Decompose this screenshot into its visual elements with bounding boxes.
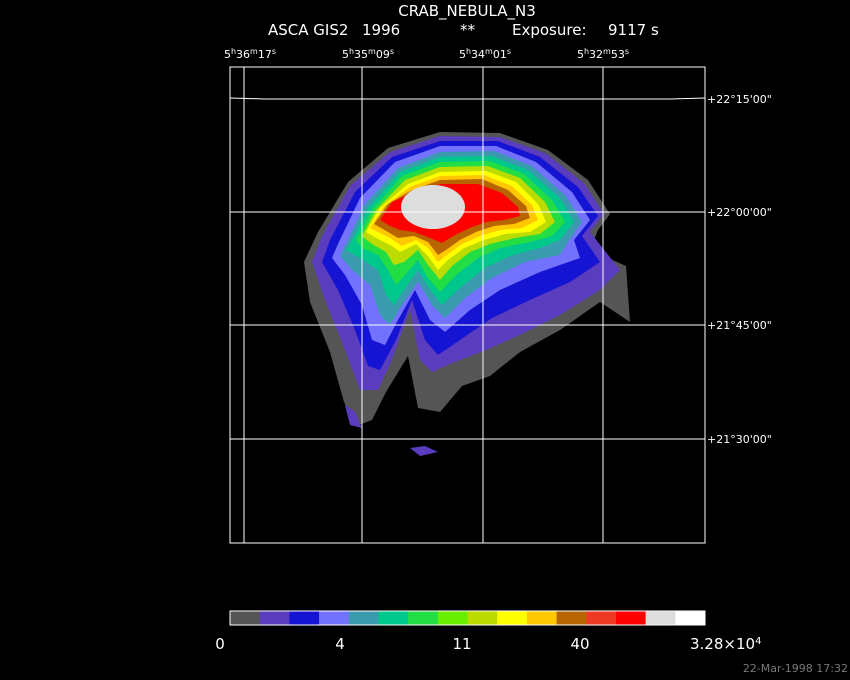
value: 5 [342,48,349,61]
unit: m [603,47,611,56]
colorbar-label: 4 [335,635,345,653]
fragment [410,446,438,456]
dec-labels: +22°15'00" +22°00'00" +21°45'00" +21°30'00" [707,93,772,446]
colorbar-cell [259,611,290,625]
unit: h [231,47,236,56]
colorbar-label: 0 [215,635,225,653]
colorbar-cell [615,611,647,625]
value: 01 [493,48,507,61]
exponent: 4 [755,636,761,647]
unit: s [390,47,394,56]
ra-label: 5h32m53s [577,47,629,62]
grid-line [229,97,706,100]
dec-label: +22°15'00" [707,93,772,106]
fragment [345,405,362,428]
ra-label: 5h35m09s [342,47,394,62]
colorbar-cell [230,611,261,625]
unit: h [349,47,354,56]
value: 09 [376,48,390,61]
ra-labels: 5h36m17s 5h35m09s 5h34m01s 5h32m53s [224,47,629,62]
frame [229,66,706,544]
instrument: ASCA GIS2 [268,21,348,39]
year: 1996 [362,21,400,39]
colorbar-cell [467,611,498,625]
dec-label: +22°00'00" [707,206,772,219]
unit: m [485,47,493,56]
unit: m [368,47,376,56]
colorbar-cell [289,611,320,625]
colorbar-label: 40 [570,635,589,653]
colorbar-cell [348,611,379,625]
colorbar-cell [378,611,409,625]
mantissa: 3.28×10 [690,635,755,653]
unit: s [507,47,511,56]
unit: h [466,47,471,56]
flag: ** [460,21,476,39]
unit: s [625,47,629,56]
dec-label: +21°45'00" [707,319,772,332]
grid [229,66,706,544]
unit: m [250,47,258,56]
dec-label: +21°30'00" [707,433,772,446]
exposure-label: Exposure: [512,21,587,39]
colorbar-frame [229,610,706,626]
colorbar-label: 11 [452,635,471,653]
value: 53 [611,48,625,61]
unit: s [272,47,276,56]
value: 36 [236,48,250,61]
colorbar-cell [675,611,706,625]
colorbar-cell [556,611,587,625]
value: 5 [224,48,231,61]
value: 32 [589,48,603,61]
colorbar-cell [497,611,528,625]
unit: h [584,47,589,56]
colorbar-cell [319,611,350,625]
colorbar-cell [408,611,439,625]
colorbar-cell [437,611,468,625]
colorbar: 0 4 11 40 3.28×104 [215,610,761,653]
image [304,132,630,456]
title: CRAB_NEBULA_N3 [398,2,536,21]
ra-label: 5h34m01s [459,47,511,62]
value: 35 [354,48,368,61]
value: 5 [459,48,466,61]
colorbar-cell [645,611,676,625]
ra-label: 5h36m17s [224,47,276,62]
colorbar-cell [586,611,617,625]
date: 22-Mar-1998 17:32 [743,662,848,675]
value: 34 [471,48,485,61]
colorbar-cell [526,611,558,625]
exposure: 9117 s [608,21,659,39]
value: 5 [577,48,584,61]
colorbar-max: 3.28×104 [690,635,761,653]
level-peak [401,185,465,229]
value: 17 [258,48,272,61]
